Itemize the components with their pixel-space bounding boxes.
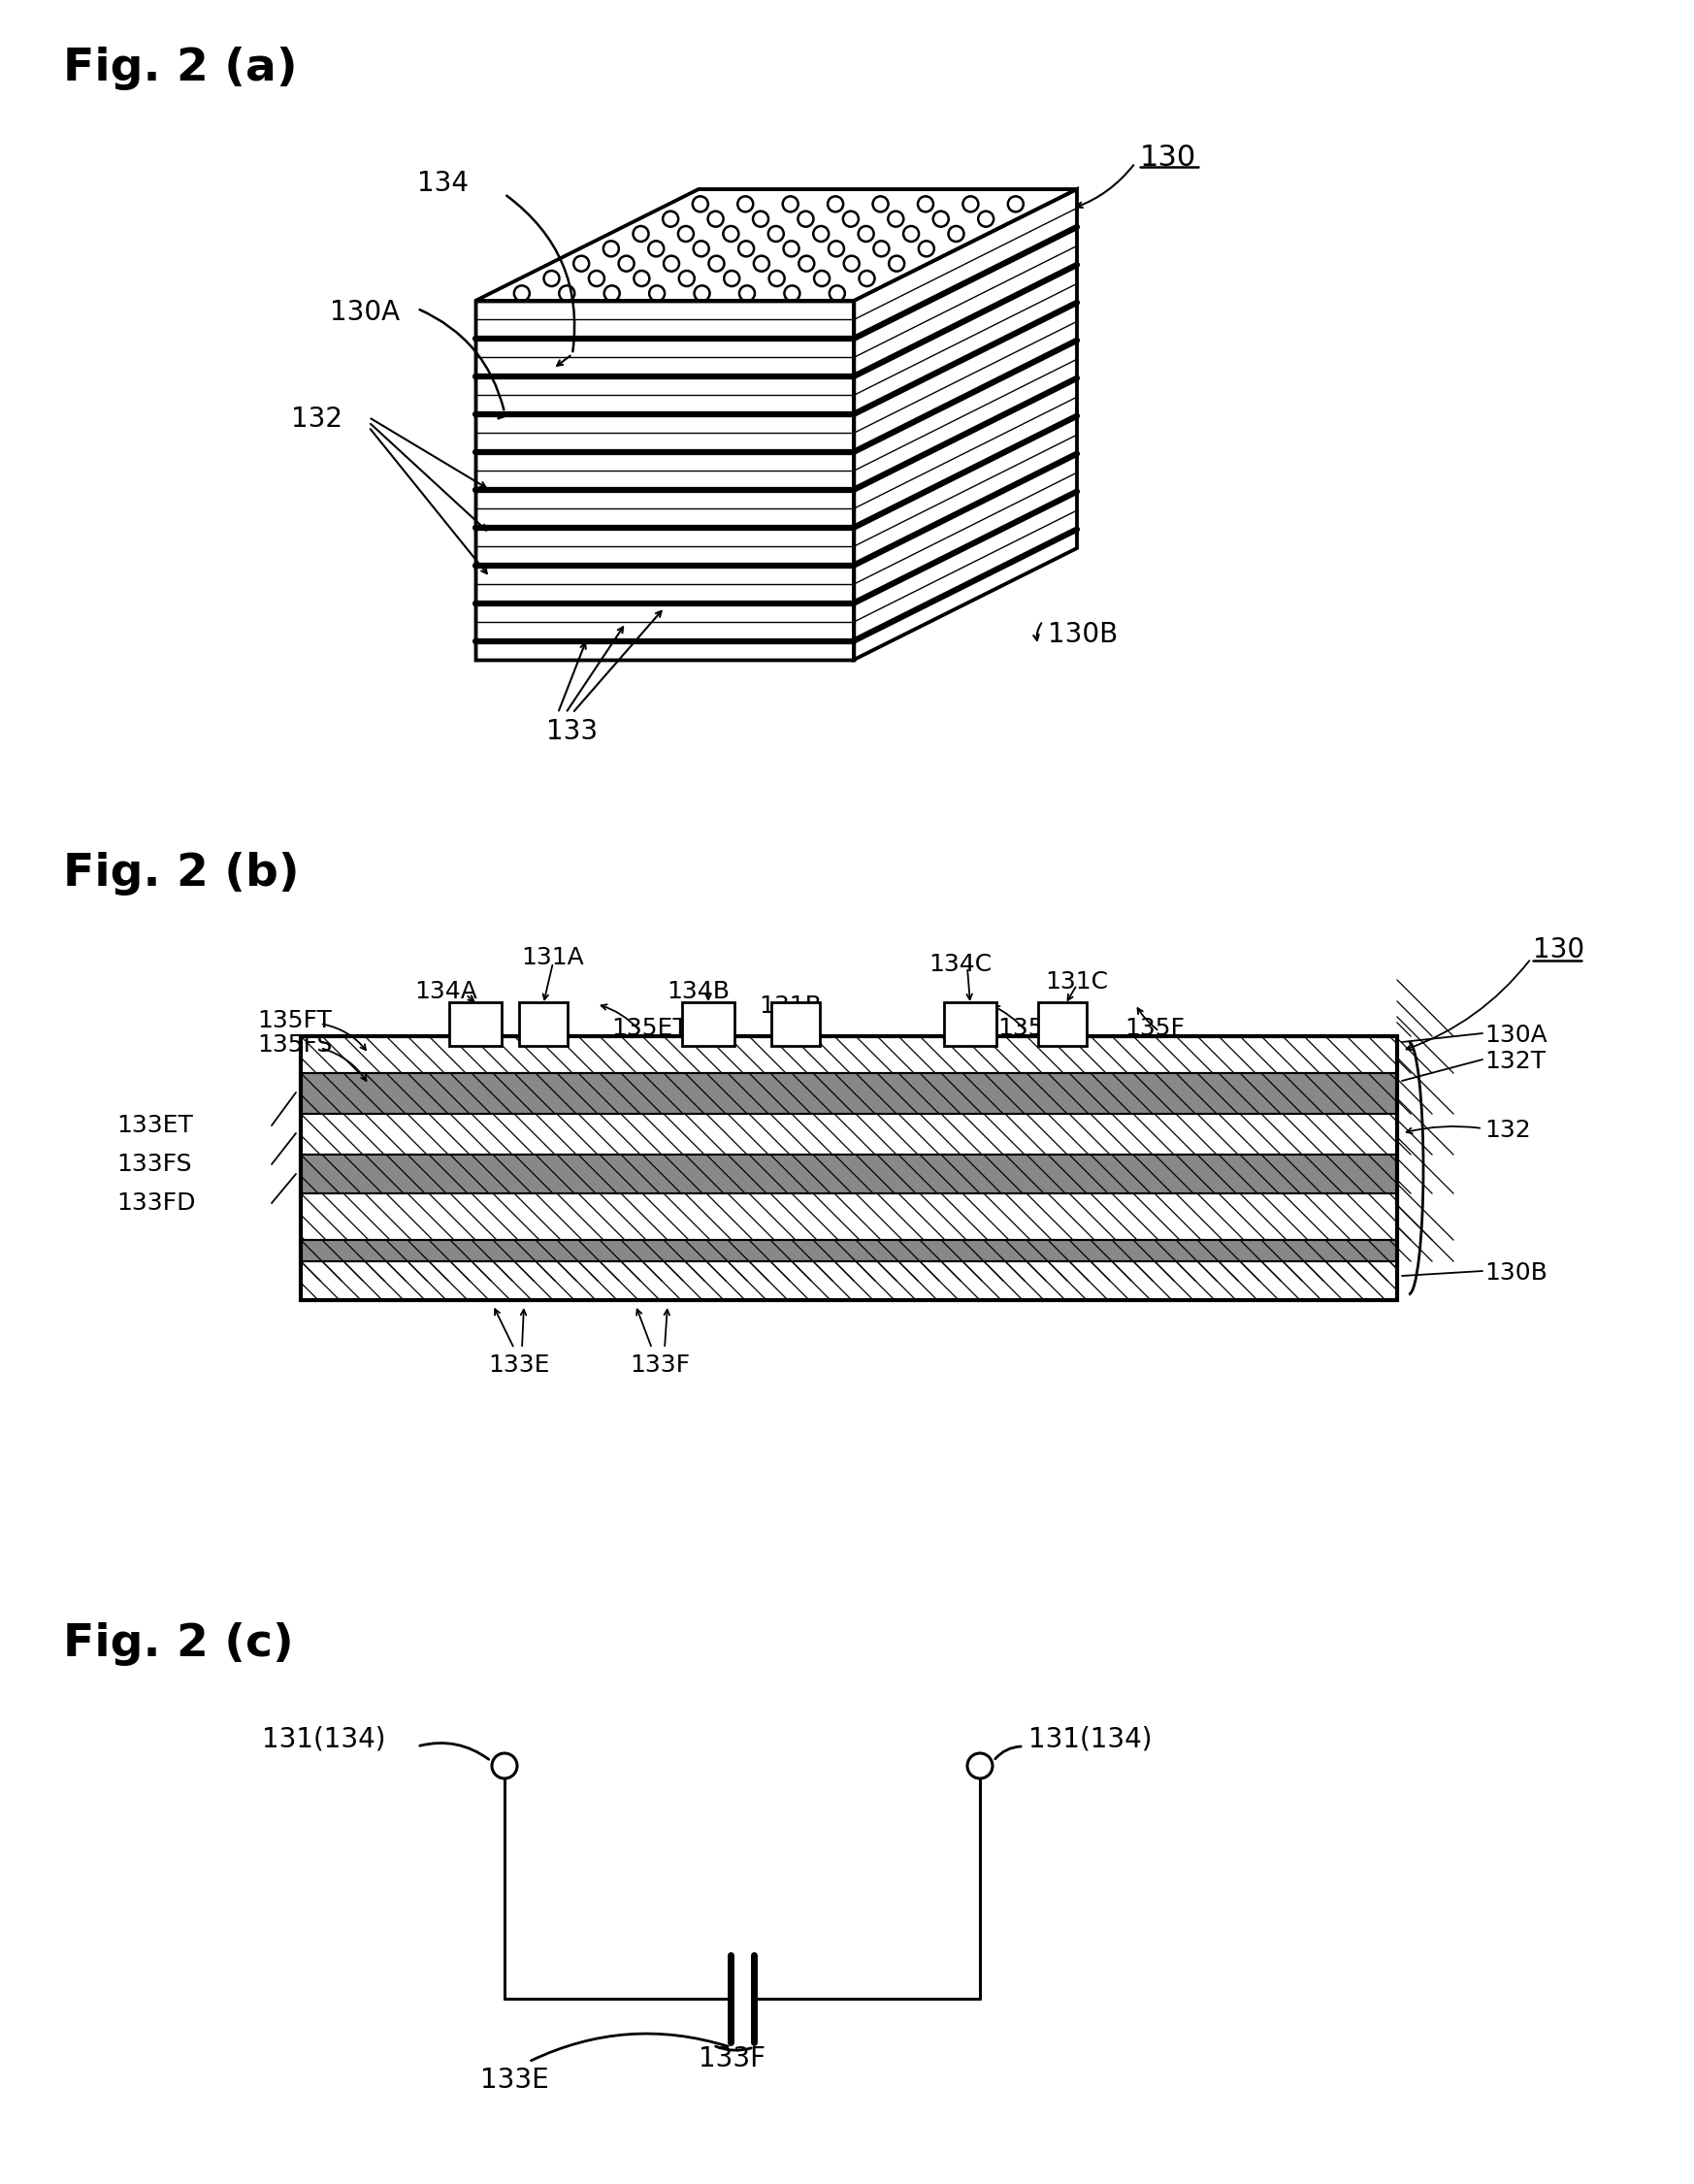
Text: 135E: 135E xyxy=(998,1018,1059,1040)
Text: 131A: 131A xyxy=(522,946,584,970)
Text: 134A: 134A xyxy=(415,981,478,1002)
Text: 133E: 133E xyxy=(488,1354,551,1376)
Polygon shape xyxy=(302,1262,1398,1280)
Text: 135FS: 135FS xyxy=(257,1033,332,1057)
Polygon shape xyxy=(302,1262,1398,1299)
Text: 131(134): 131(134) xyxy=(1028,1725,1152,1752)
Polygon shape xyxy=(302,1114,1398,1155)
Text: 130: 130 xyxy=(1140,144,1196,173)
Text: 133FD: 133FD xyxy=(117,1192,195,1214)
Polygon shape xyxy=(302,1192,1398,1241)
Text: 131B: 131B xyxy=(759,994,822,1018)
Text: 132: 132 xyxy=(1484,1118,1531,1142)
Text: 135F: 135F xyxy=(1125,1018,1184,1040)
Text: 134B: 134B xyxy=(667,981,730,1002)
Polygon shape xyxy=(302,1155,1398,1192)
Text: 130: 130 xyxy=(1533,937,1584,963)
Text: 134: 134 xyxy=(417,170,469,197)
Text: 130A: 130A xyxy=(330,299,400,325)
Polygon shape xyxy=(854,190,1077,660)
Text: 132: 132 xyxy=(291,406,342,432)
Text: 130B: 130B xyxy=(1049,620,1118,649)
Text: 130A: 130A xyxy=(1484,1024,1547,1046)
Polygon shape xyxy=(771,1002,820,1046)
Polygon shape xyxy=(449,1002,501,1046)
Text: 132T: 132T xyxy=(1484,1051,1545,1072)
Text: 135FT: 135FT xyxy=(257,1009,332,1033)
Text: 134C: 134C xyxy=(928,952,993,976)
Text: 133FS: 133FS xyxy=(117,1153,191,1175)
Text: 131(134): 131(134) xyxy=(263,1725,386,1752)
Polygon shape xyxy=(518,1002,567,1046)
Polygon shape xyxy=(302,1035,1398,1072)
Text: Fig. 2 (b): Fig. 2 (b) xyxy=(63,852,300,895)
Text: 133ET: 133ET xyxy=(117,1114,193,1138)
Polygon shape xyxy=(683,1002,735,1046)
Text: 133F: 133F xyxy=(698,2044,766,2073)
Polygon shape xyxy=(302,1072,1398,1114)
Polygon shape xyxy=(476,301,854,660)
Polygon shape xyxy=(944,1002,996,1046)
Polygon shape xyxy=(1038,1002,1086,1046)
Text: Fig. 2 (c): Fig. 2 (c) xyxy=(63,1623,293,1666)
Text: 131C: 131C xyxy=(1045,970,1108,994)
Polygon shape xyxy=(302,1241,1398,1280)
Text: 133F: 133F xyxy=(630,1354,689,1376)
Text: 133: 133 xyxy=(547,719,598,745)
Text: Fig. 2 (a): Fig. 2 (a) xyxy=(63,46,298,90)
Text: 130B: 130B xyxy=(1484,1262,1547,1284)
Polygon shape xyxy=(476,190,1077,301)
Text: 133E: 133E xyxy=(479,2066,549,2094)
Text: 135ET: 135ET xyxy=(612,1018,688,1040)
